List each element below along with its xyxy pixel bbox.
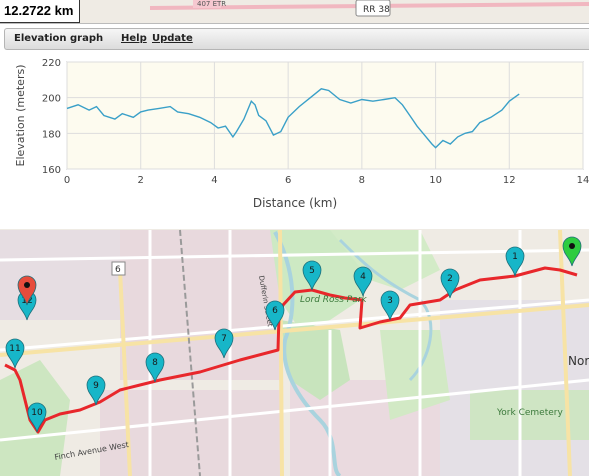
waypoint-marker-5-label: 5: [309, 266, 315, 276]
plot-area: [66, 61, 584, 170]
start-marker-shape: [562, 236, 582, 267]
y-tick-label: 180: [42, 129, 61, 140]
road-label-6: 6: [115, 265, 121, 275]
waypoint-marker-7[interactable]: 7: [214, 328, 234, 359]
waypoint-marker-10-shape: [27, 402, 47, 433]
waypoint-marker-9-label: 9: [93, 381, 99, 391]
waypoint-marker-9[interactable]: 9: [86, 375, 106, 406]
waypoint-marker-5[interactable]: 5: [302, 260, 322, 291]
waypoint-marker-3[interactable]: 3: [380, 290, 400, 321]
area-label-lord-ross: Lord Ross Park: [300, 295, 367, 305]
waypoint-marker-7-label: 7: [221, 334, 227, 344]
elevation-panel-header: Elevation graph Help Update: [4, 28, 589, 50]
distance-readout: 12.2722 km: [0, 0, 80, 23]
waypoint-marker-6-label: 6: [272, 306, 278, 316]
y-tick-label: 200: [42, 94, 61, 105]
waypoint-marker-10[interactable]: 10: [27, 402, 47, 433]
x-tick-label: 14: [577, 175, 589, 186]
x-tick-label: 2: [138, 175, 144, 186]
x-tick-label: 10: [429, 175, 442, 186]
waypoint-marker-6[interactable]: 6: [265, 300, 285, 331]
x-tick-label: 8: [359, 175, 365, 186]
waypoint-marker-6-shape: [265, 300, 285, 331]
x-tick-label: 0: [64, 175, 70, 186]
elevation-panel: Elevation graph Help Update 160 180 200 220…: [0, 23, 589, 229]
waypoint-marker-8-shape: [145, 352, 165, 383]
waypoint-marker-3-shape: [380, 290, 400, 321]
waypoint-marker-3-label: 3: [387, 296, 393, 306]
waypoint-marker-8[interactable]: 8: [145, 352, 165, 383]
elevation-chart: 160 180 200 220 0 2 4 6 8 10 12 14 Distance (km) Elev…: [14, 58, 589, 210]
y-axis-label: Elevation (meters): [14, 65, 27, 167]
waypoint-marker-2[interactable]: 2: [440, 268, 460, 299]
end-marker[interactable]: [17, 275, 37, 306]
waypoint-marker-11-shape: [5, 338, 25, 369]
waypoint-marker-8-label: 8: [152, 358, 158, 368]
waypoint-marker-1[interactable]: 1: [505, 246, 525, 277]
x-tick-label: 12: [503, 175, 516, 186]
y-tick-label: 160: [42, 165, 61, 176]
waypoint-marker-4[interactable]: 4: [353, 266, 373, 297]
end-marker-dot: [24, 282, 30, 288]
waypoint-marker-5-shape: [302, 260, 322, 291]
waypoint-marker-2-shape: [440, 268, 460, 299]
update-link[interactable]: Update: [152, 33, 193, 44]
start-marker[interactable]: [562, 236, 582, 267]
x-axis-label: Distance (km): [253, 196, 337, 210]
elevation-panel-title: Elevation graph: [14, 33, 104, 44]
x-tick-label: 4: [211, 175, 217, 186]
area-label-nor: Nor: [568, 354, 589, 368]
start-marker-dot: [569, 243, 575, 249]
waypoint-marker-4-shape: [353, 266, 373, 297]
y-tick-label: 220: [42, 58, 61, 69]
waypoint-marker-11[interactable]: 11: [5, 338, 25, 369]
road-label-rr38: RR 38: [363, 5, 390, 15]
x-tick-label: 6: [285, 175, 291, 186]
waypoint-marker-1-label: 1: [512, 252, 518, 262]
waypoint-marker-9-shape: [86, 375, 106, 406]
elevation-series-line: [66, 88, 520, 149]
waypoint-marker-2-label: 2: [447, 274, 453, 284]
area-label-york-cemetery: York Cemetery: [496, 408, 563, 418]
waypoint-marker-4-label: 4: [360, 272, 366, 282]
waypoint-marker-1-shape: [505, 246, 525, 277]
end-marker-shape: [17, 275, 37, 306]
waypoint-marker-11-label: 11: [9, 344, 20, 354]
waypoint-marker-10-label: 10: [31, 408, 43, 418]
road-label-407-etr: 407 ETR: [197, 0, 226, 8]
help-link[interactable]: Help: [121, 33, 147, 44]
waypoint-marker-7-shape: [214, 328, 234, 359]
